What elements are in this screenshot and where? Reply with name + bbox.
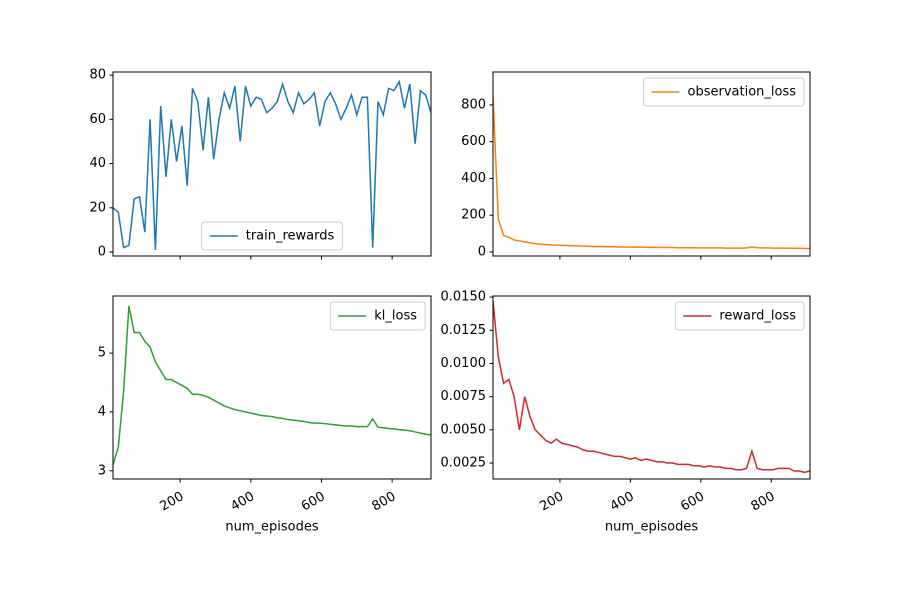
- axes-frame: [112, 295, 432, 480]
- y-tick-label: 3: [98, 463, 106, 478]
- legend: reward_loss: [674, 301, 805, 331]
- axes-frame: [112, 71, 432, 257]
- series-line: [493, 95, 810, 250]
- x-axis-label: num_episodes: [605, 520, 698, 535]
- axes-frame: [492, 71, 811, 257]
- legend-label: train_rewards: [246, 229, 335, 244]
- y-tick-label: 5: [98, 346, 106, 361]
- y-tick-label: 600: [461, 134, 486, 149]
- axes-frame: [492, 295, 811, 480]
- x-tick-label: 800: [370, 489, 399, 514]
- legend-box: [643, 77, 805, 107]
- legend-label: kl_loss: [374, 309, 417, 324]
- subplot: 0.0025 0.0050 0.0075 0.0100 0.0125 0.0150 200 4…: [441, 290, 811, 535]
- series-line: [113, 79, 431, 250]
- legend-label: observation_loss: [688, 85, 797, 100]
- legend: train_rewards: [201, 221, 343, 251]
- y-tick-label: 0.0125: [441, 323, 487, 338]
- y-tick-label: 80: [89, 68, 106, 83]
- y-tick-label: 800: [461, 97, 486, 112]
- y-tick-label: 200: [461, 208, 486, 223]
- y-tick-label: 4: [98, 404, 106, 419]
- y-tick-label: 0: [478, 244, 486, 259]
- y-tick-label: 0.0075: [441, 389, 487, 404]
- legend-box: [201, 221, 343, 251]
- x-tick-label: 200: [158, 489, 187, 514]
- y-tick-label: 0: [98, 245, 106, 260]
- legend-box: [674, 301, 805, 331]
- y-tick-label: 20: [89, 200, 106, 215]
- legend: observation_loss: [643, 77, 805, 107]
- x-tick-label: 400: [608, 489, 637, 514]
- subplot: 3 4 5 200 400 600 800 num_episodes kl_loss: [98, 295, 432, 535]
- x-tick-label: 600: [299, 489, 328, 514]
- x-tick-label: 800: [749, 489, 778, 514]
- y-tick-label: 40: [89, 156, 106, 171]
- x-tick-label: 200: [537, 489, 566, 514]
- legend-box: [329, 301, 426, 331]
- legend: kl_loss: [329, 301, 426, 331]
- y-tick-label: 0.0050: [441, 422, 487, 437]
- x-tick-label: 600: [678, 489, 707, 514]
- y-tick-label: 0.0150: [441, 290, 487, 305]
- subplot: 0 20 40 60 80 train_rewards: [89, 68, 432, 260]
- x-tick-label: 400: [228, 489, 257, 514]
- y-tick-label: 0.0025: [441, 456, 487, 471]
- x-axis-label: num_episodes: [225, 520, 318, 535]
- y-tick-label: 60: [89, 112, 106, 127]
- y-tick-label: 400: [461, 171, 486, 186]
- series-line: [493, 300, 810, 474]
- y-tick-label: 0.0100: [441, 356, 487, 371]
- subplot: 0 200 400 600 800 observation_loss: [461, 71, 811, 260]
- series-line: [113, 305, 431, 466]
- legend-label: reward_loss: [719, 309, 796, 324]
